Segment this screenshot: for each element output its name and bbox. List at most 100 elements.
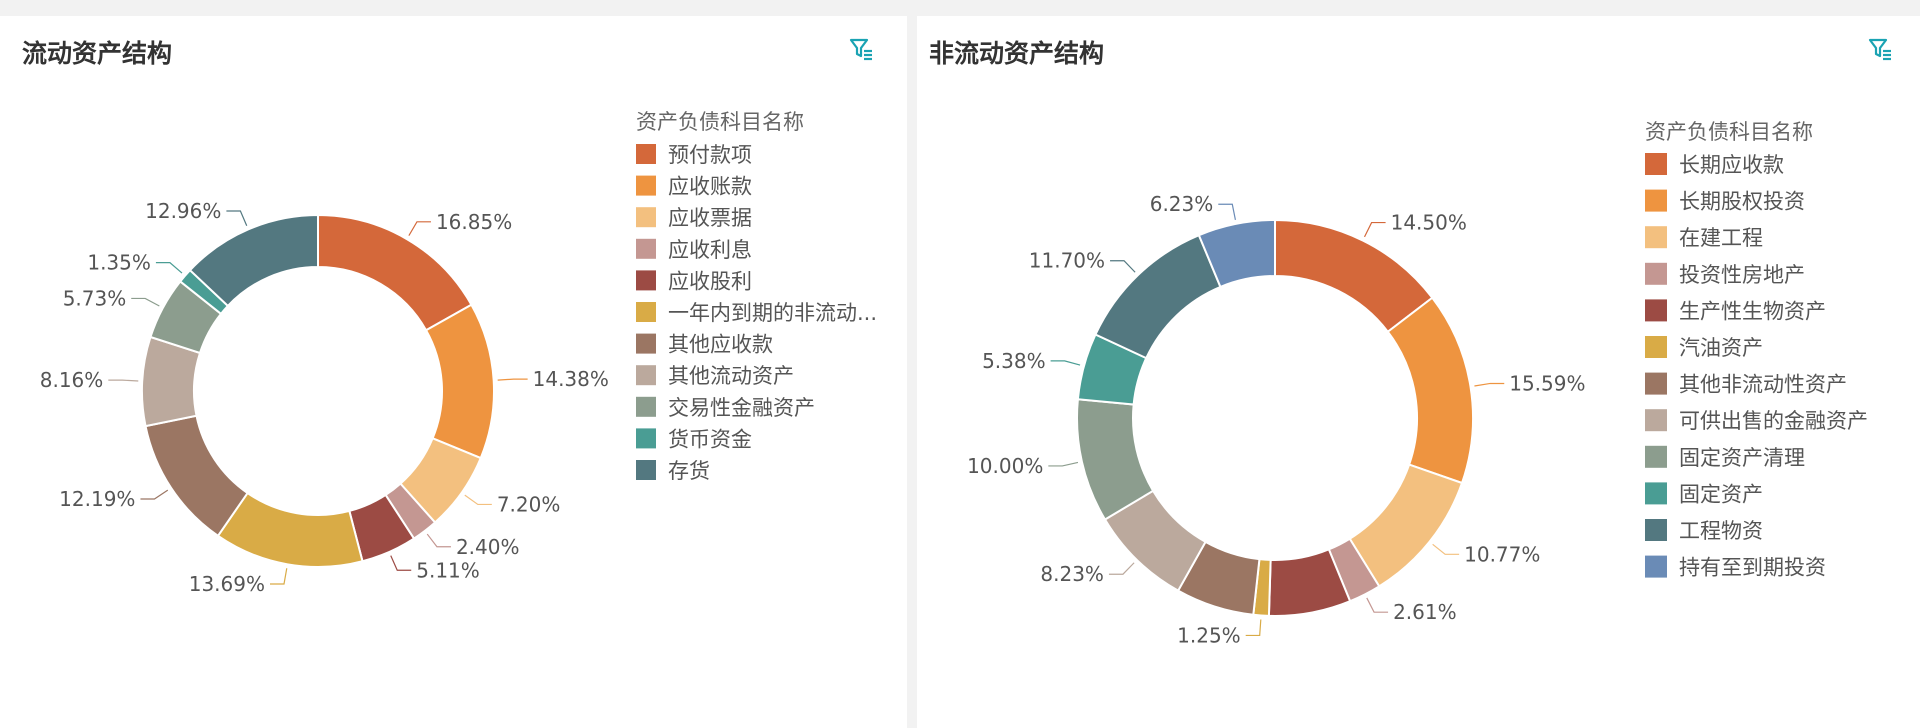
legend-swatch[interactable]	[636, 396, 656, 417]
legend-swatch[interactable]	[1645, 482, 1667, 505]
chart-panel-noncurrent-assets: 非流动资产结构 14.50% 15.59% 10.77% 2.61% 1.25% 8.23…	[917, 16, 1920, 728]
legend-swatch[interactable]	[1645, 555, 1667, 578]
legend-item[interactable]: 应收股利	[668, 269, 752, 293]
legend-swatch[interactable]	[636, 302, 656, 322]
legend-swatch[interactable]	[636, 144, 656, 164]
legend-item[interactable]: 其他流动资产	[668, 364, 794, 388]
label-leader-line	[270, 568, 288, 585]
legend-item[interactable]: 预付款项	[668, 143, 752, 167]
legend-item[interactable]: 其他非流动性资产	[1679, 373, 1847, 397]
label-leader-line	[1218, 203, 1237, 221]
data-label: 16.85%	[436, 210, 512, 234]
label-leader-line	[1363, 221, 1386, 238]
legend-swatch[interactable]	[636, 270, 656, 291]
legend-item[interactable]: 其他应收款	[668, 333, 773, 357]
legend-swatch[interactable]	[1645, 226, 1667, 249]
legend-item[interactable]: 固定资产	[1679, 482, 1763, 506]
data-label: 1.35%	[87, 251, 151, 275]
data-label: 8.16%	[40, 368, 104, 392]
label-leader-line	[1108, 562, 1135, 575]
legend-swatch[interactable]	[636, 365, 656, 386]
data-label: 13.69%	[189, 572, 265, 596]
legend-swatch[interactable]	[636, 333, 656, 354]
legend-item[interactable]: 应收利息	[668, 238, 752, 262]
legend-item[interactable]: 可供出售的金融资产	[1679, 409, 1868, 433]
chart-panel-current-assets: 流动资产结构 16.85% 14.38% 7.20% 2.40% 5.11% 13.69%…	[0, 16, 907, 728]
data-label: 12.19%	[59, 487, 135, 511]
legend-item[interactable]: 长期应收款	[1679, 153, 1784, 177]
data-label: 10.00%	[967, 454, 1043, 478]
panel-title: 非流动资产结构	[929, 39, 1105, 68]
data-label: 5.73%	[63, 286, 127, 310]
data-label: 10.77%	[1464, 542, 1540, 566]
label-leader-line	[1050, 360, 1081, 366]
legend-swatch[interactable]	[1645, 519, 1667, 541]
legend-item[interactable]: 货币资金	[668, 427, 752, 451]
label-leader-line	[1432, 543, 1460, 555]
filter-icon[interactable]	[848, 36, 874, 62]
panel-title: 流动资产结构	[22, 39, 173, 68]
data-label: 7.20%	[497, 492, 561, 516]
label-leader-line	[140, 489, 169, 500]
label-leader-line	[464, 494, 492, 506]
legend-title: 资产负债科目名称	[636, 110, 804, 134]
data-label: 5.38%	[982, 349, 1046, 373]
donut-slice[interactable]	[1094, 233, 1222, 360]
data-label: 1.25%	[1177, 623, 1241, 647]
label-leader-line	[1366, 597, 1389, 613]
legend-swatch[interactable]	[1645, 336, 1667, 358]
legend-swatch[interactable]	[1645, 299, 1667, 322]
legend-title: 资产负债科目名称	[1645, 120, 1813, 144]
legend-swatch[interactable]	[636, 238, 656, 259]
data-label: 12.96%	[145, 199, 221, 223]
legend-item[interactable]: 交易性金融资产	[668, 396, 815, 420]
donut-slice[interactable]	[1386, 296, 1474, 485]
donut-slice[interactable]	[424, 303, 495, 460]
label-leader-line	[226, 210, 248, 226]
data-label: 14.50%	[1391, 211, 1467, 235]
data-label: 8.23%	[1040, 562, 1104, 586]
data-label: 5.11%	[416, 558, 480, 582]
label-leader-line	[390, 555, 412, 571]
legend-swatch[interactable]	[1645, 153, 1667, 175]
legend-swatch[interactable]	[1645, 372, 1667, 395]
donut-slice[interactable]	[188, 213, 319, 308]
data-label: 11.70%	[1029, 249, 1105, 273]
donut-slice[interactable]	[1197, 218, 1276, 289]
label-leader-line	[1245, 619, 1262, 637]
legend-item[interactable]: 在建工程	[1679, 226, 1763, 250]
label-leader-line	[497, 378, 528, 381]
legend-item[interactable]: 长期股权投资	[1679, 190, 1805, 214]
legend-item[interactable]: 存货	[668, 459, 710, 483]
legend-swatch[interactable]	[1645, 445, 1667, 468]
data-label: 15.59%	[1509, 371, 1585, 395]
legend-swatch[interactable]	[1645, 189, 1667, 212]
legend-item[interactable]: 生产性生物资产	[1679, 299, 1826, 323]
legend-item[interactable]: 应收账款	[668, 175, 752, 199]
legend-item[interactable]: 持有至到期投资	[1679, 556, 1826, 580]
legend-item[interactable]: 一年内到期的非流动...	[668, 301, 877, 325]
data-label: 6.23%	[1150, 192, 1214, 216]
data-label: 2.61%	[1393, 600, 1457, 624]
label-leader-line	[408, 221, 431, 236]
label-leader-line	[1110, 260, 1136, 273]
legend-swatch[interactable]	[636, 175, 656, 196]
data-label: 2.40%	[456, 535, 520, 559]
legend-swatch[interactable]	[636, 460, 656, 480]
legend-item[interactable]: 固定资产清理	[1679, 446, 1805, 470]
label-leader-line	[155, 262, 183, 274]
legend-item[interactable]: 汽油资产	[1679, 336, 1763, 360]
legend-item[interactable]: 工程物资	[1679, 519, 1763, 543]
legend-swatch[interactable]	[636, 428, 656, 449]
legend-swatch[interactable]	[636, 207, 656, 228]
legend-swatch[interactable]	[1645, 262, 1667, 285]
filter-icon[interactable]	[1867, 36, 1893, 62]
legend-item[interactable]: 投资性房地产	[1679, 263, 1805, 287]
legend-item[interactable]: 应收票据	[668, 206, 752, 230]
label-leader-line	[1048, 461, 1079, 467]
label-leader-line	[1474, 382, 1505, 387]
legend-swatch[interactable]	[1645, 409, 1667, 432]
label-leader-line	[131, 297, 160, 307]
label-leader-line	[426, 533, 451, 548]
donut-chart: 16.85% 14.38% 7.20% 2.40%5.11% 13.69% 12.19% 8…	[40, 110, 877, 596]
